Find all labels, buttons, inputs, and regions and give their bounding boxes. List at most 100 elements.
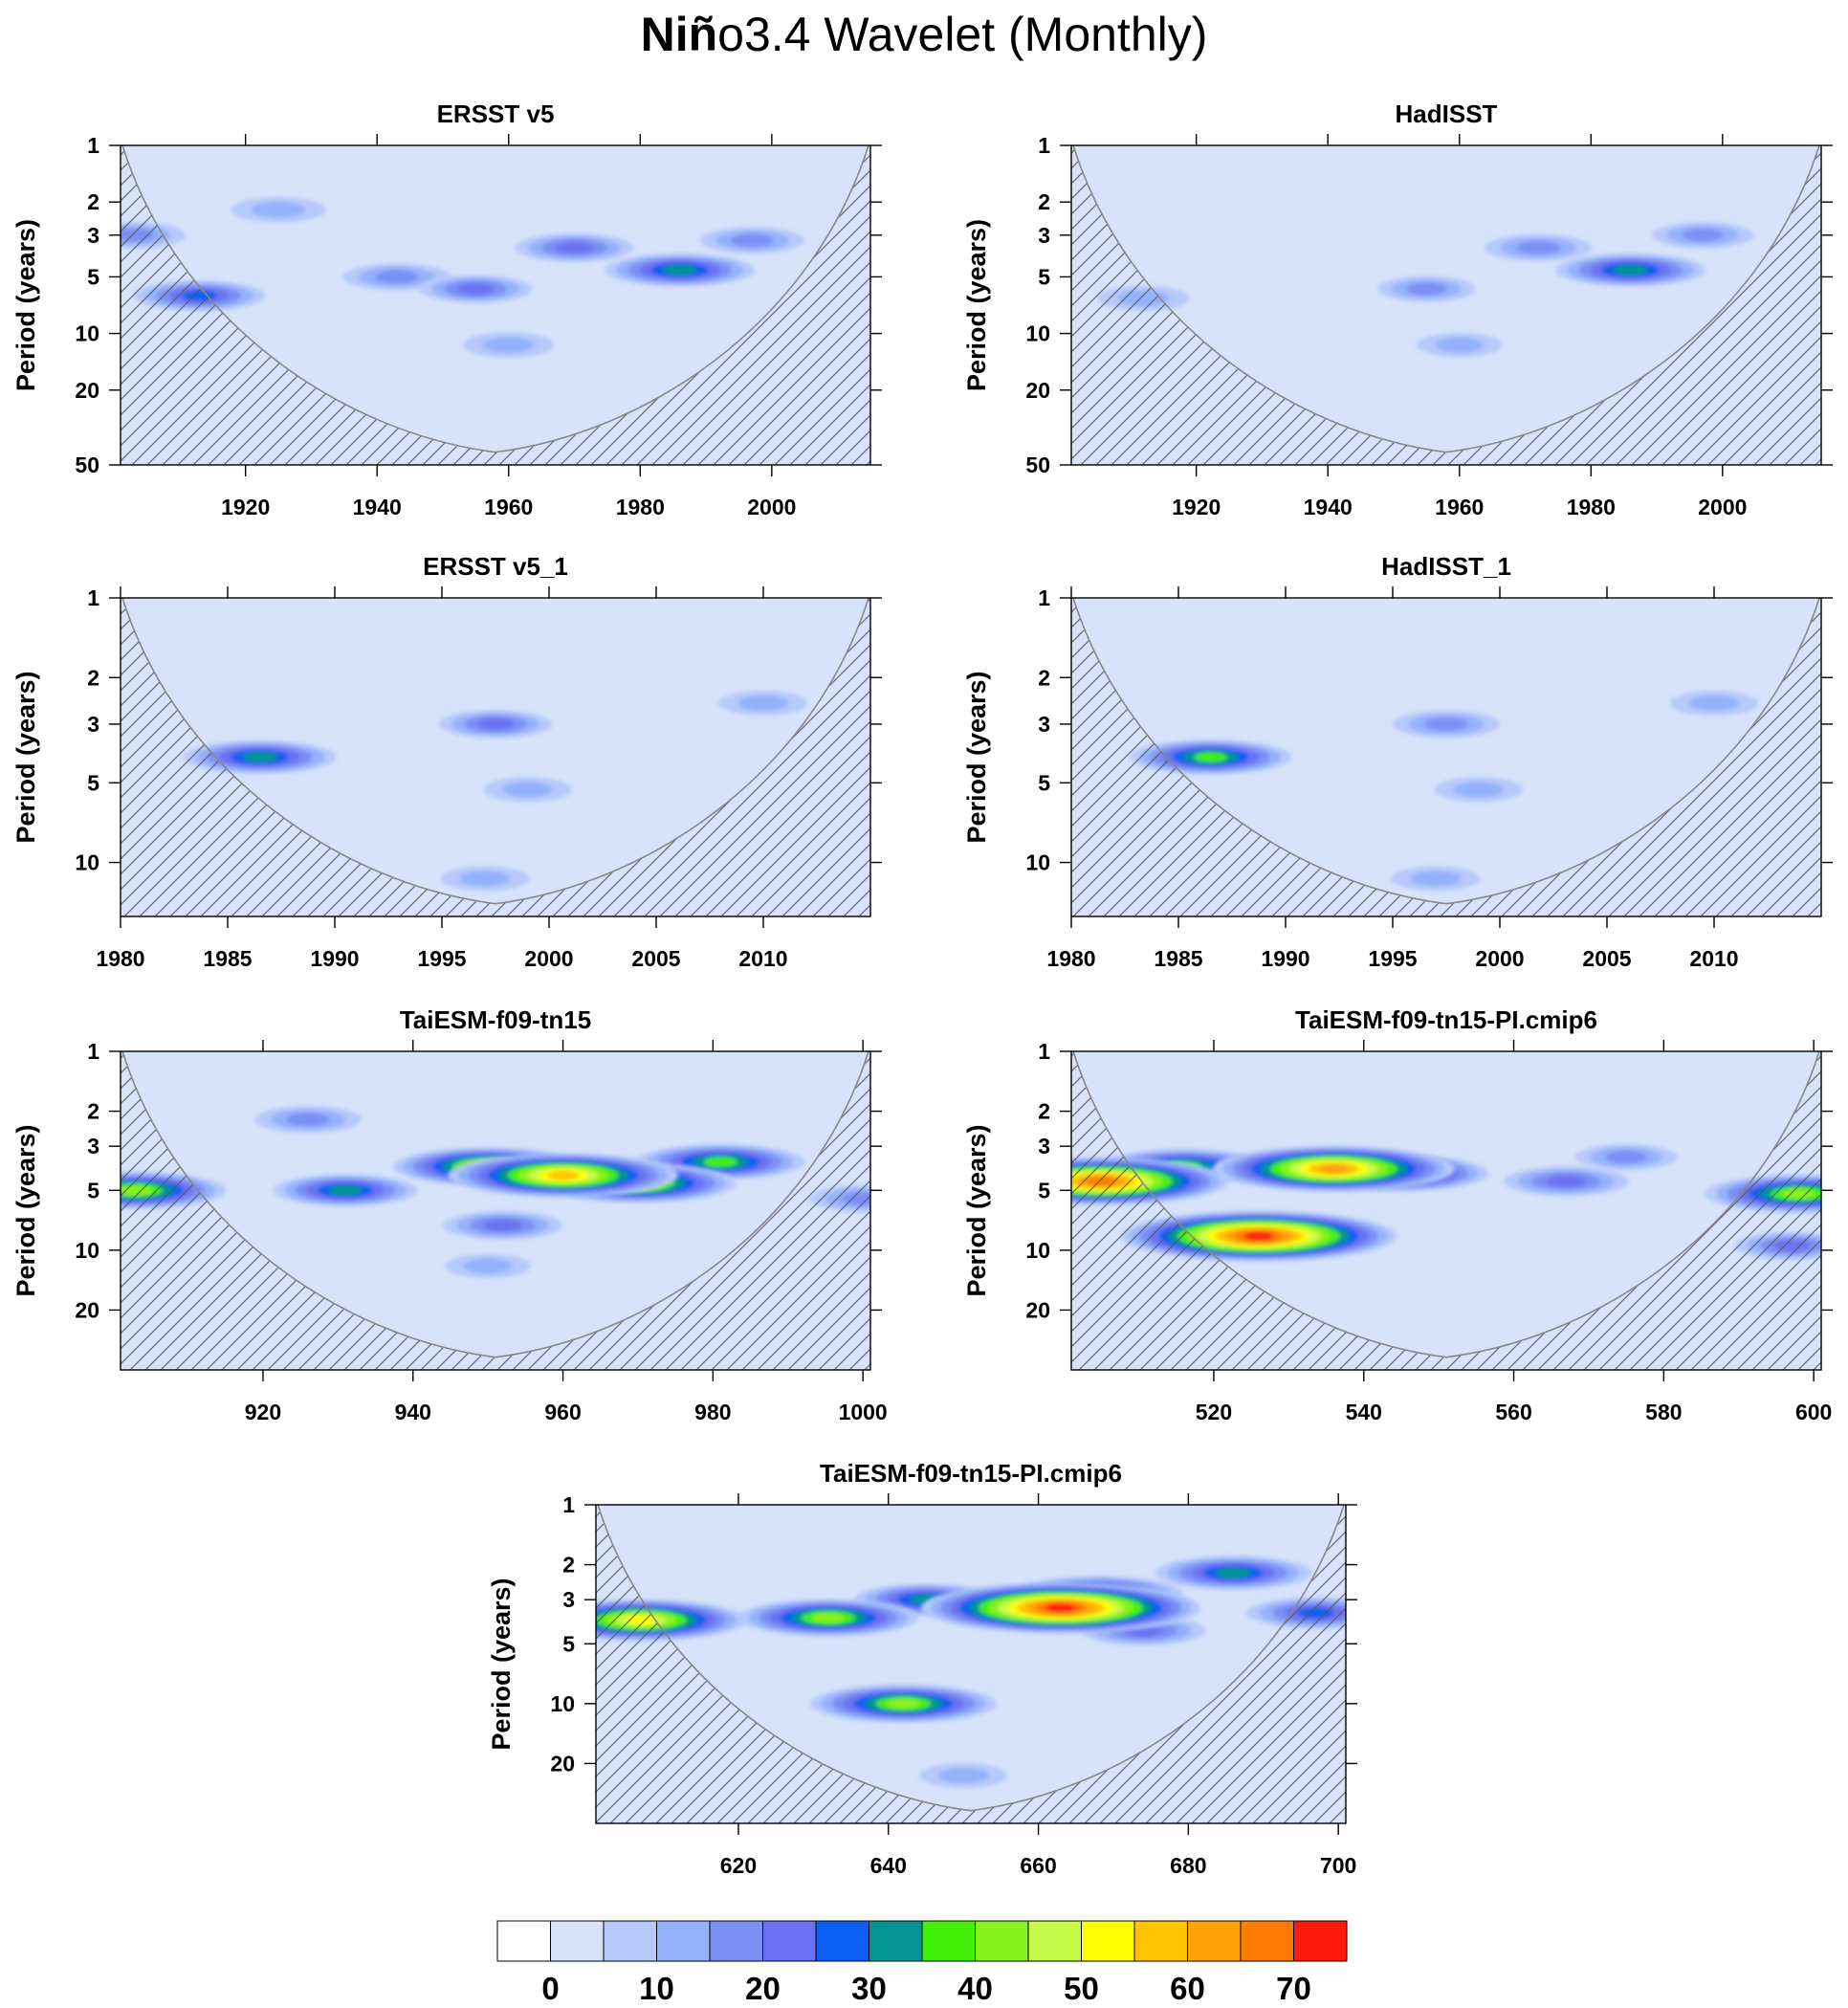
y-axis-label: Period (years) [962, 1124, 991, 1296]
y-tick-label: 5 [87, 770, 99, 795]
x-tick-label: 1980 [96, 946, 144, 971]
coi-line [121, 598, 869, 905]
colorbar-swatch [1133, 1920, 1188, 1962]
y-tick-label: 3 [87, 712, 99, 737]
panel-title: HadISST [1396, 99, 1498, 128]
power-blob [605, 253, 756, 287]
y-tick-label: 20 [1025, 1297, 1050, 1322]
colorbar-swatch [1027, 1920, 1082, 1962]
x-tick-label: 2005 [1582, 946, 1631, 971]
x-tick-label: 660 [1020, 1853, 1056, 1878]
y-tick-label: 5 [1038, 264, 1050, 289]
main-title-bold: Niñ [640, 8, 718, 61]
panel-title: TaiESM-f09-tn15-PI.cmip6 [1295, 1005, 1597, 1034]
wavelet-panel-5: TaiESM-f09-tn15 1 2 3 5 10 20 920 940 960 980 1000 P… [11, 1005, 888, 1424]
coi-line [1072, 598, 1820, 905]
y-axis-label: Period (years) [11, 671, 40, 843]
y-tick-label: 10 [550, 1691, 575, 1716]
x-tick-label: 520 [1196, 1400, 1232, 1424]
coi-line [121, 145, 869, 453]
colorbar: 0 10 20 30 40 50 60 70 [496, 1920, 1348, 2006]
y-tick-label: 5 [87, 1178, 99, 1203]
y-tick-label: 10 [75, 850, 99, 875]
x-tick-label: 1920 [221, 495, 270, 519]
power-blob [921, 1582, 1200, 1634]
x-tick-label: 620 [720, 1853, 757, 1878]
x-tick-label: 2010 [738, 946, 787, 971]
colorbar-swatch [496, 1920, 551, 1962]
power-blob [1212, 1145, 1455, 1192]
power-blob [1155, 1556, 1312, 1591]
main-title: Niño3.4 Wavelet (Monthly) [0, 6, 1848, 63]
y-tick-label: 50 [75, 452, 99, 477]
power-blob [438, 710, 553, 739]
y-tick-label: 1 [1038, 585, 1050, 610]
y-tick-label: 20 [550, 1751, 575, 1776]
y-tick-label: 1 [87, 1039, 99, 1064]
y-axis-label: Period (years) [962, 219, 991, 391]
coi-line [121, 1051, 869, 1358]
colorbar-swatch [550, 1920, 605, 1962]
y-tick-label: 5 [1038, 770, 1050, 795]
x-tick-label: 1980 [1046, 946, 1095, 971]
wavelet-panel-4: HadISST_1 1 2 3 5 10 1980 1985 1990 1995 2000 2005 2… [962, 552, 1833, 971]
power-blob [515, 232, 634, 263]
colorbar-swatch [921, 1920, 976, 1962]
panel-title: HadISST_1 [1381, 552, 1511, 581]
x-tick-label: 560 [1495, 1400, 1531, 1424]
colorbar-swatch [815, 1920, 869, 1962]
plot-frame [1070, 144, 1822, 466]
power-blob [448, 1153, 678, 1198]
power-blob [273, 1174, 418, 1207]
panel-title: ERSST v5_1 [423, 552, 568, 581]
y-tick-label: 2 [87, 189, 99, 214]
y-tick-label: 2 [1038, 189, 1050, 214]
y-tick-label: 1 [87, 133, 99, 158]
x-tick-label: 600 [1795, 1400, 1832, 1424]
coi-hatch [121, 1051, 870, 1370]
colorbar-swatch [709, 1920, 763, 1962]
power-blob [342, 263, 451, 291]
y-tick-label: 3 [1038, 223, 1050, 248]
power-blob [443, 1210, 563, 1241]
x-tick-label: 1980 [616, 495, 665, 519]
y-tick-label: 3 [1038, 712, 1050, 737]
y-tick-label: 2 [87, 665, 99, 690]
y-tick-label: 3 [87, 223, 99, 248]
power-blob [718, 691, 808, 717]
wavelet-panel-1: ERSST v5 1 2 3 5 10 20 50 1920 1940 1960 1980 2000 Pe… [11, 99, 882, 519]
colorbar-label: 20 [745, 1971, 781, 2006]
power-blob [699, 227, 804, 254]
y-tick-label: 50 [1025, 452, 1050, 477]
x-tick-label: 2005 [631, 946, 680, 971]
colorbar-swatch [762, 1920, 817, 1962]
x-tick-label: 680 [1170, 1853, 1206, 1878]
colorbar-swatch [1240, 1920, 1294, 1962]
panel-title: TaiESM-f09-tn15 [400, 1005, 591, 1034]
coi-hatch [1071, 145, 1821, 465]
y-tick-label: 2 [1038, 1099, 1050, 1124]
x-tick-label: 1000 [839, 1400, 888, 1424]
y-tick-label: 1 [562, 1492, 575, 1517]
coi-hatch [121, 598, 870, 916]
x-tick-label: 2000 [524, 946, 573, 971]
x-tick-label: 2010 [1689, 946, 1738, 971]
plot-frame [120, 1050, 871, 1371]
power-blob [1503, 1166, 1630, 1197]
colorbar-swatch [869, 1920, 923, 1962]
power-blob [231, 196, 326, 223]
x-tick-label: 1940 [353, 495, 402, 519]
y-axis-label: Period (years) [11, 219, 40, 391]
coi-line [1072, 145, 1820, 453]
power-blob [1669, 691, 1759, 717]
coi-line [1072, 1051, 1820, 1358]
wavelet-panel-6: TaiESM-f09-tn15-PI.cmip6 1 2 3 5 10 20 520 540 56… [962, 1005, 1833, 1424]
y-tick-label: 5 [87, 264, 99, 289]
power-blob [1391, 866, 1481, 892]
power-blob [1434, 777, 1524, 803]
y-tick-label: 10 [75, 321, 99, 346]
y-tick-label: 1 [1038, 133, 1050, 158]
x-tick-label: 920 [245, 1400, 281, 1424]
y-tick-label: 3 [1038, 1134, 1050, 1158]
